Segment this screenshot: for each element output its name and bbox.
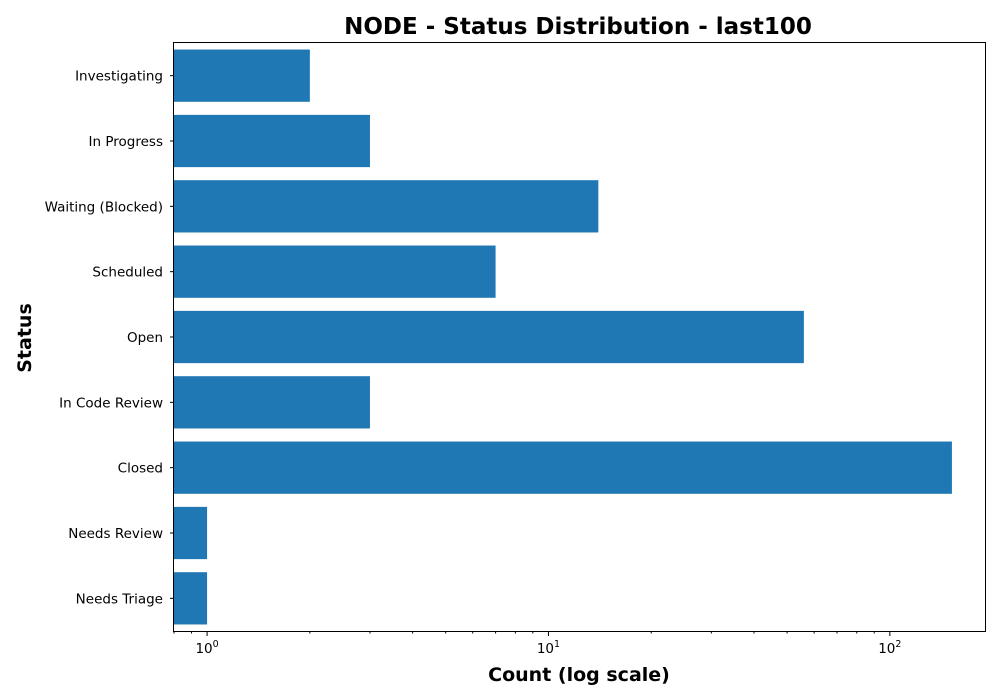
bar-scheduled [174,245,496,298]
bar-needs-review [174,506,208,560]
bar-closed [174,441,952,494]
y-tick-label: Closed [118,461,163,477]
y-tick-label: Scheduled [92,265,163,281]
x-tick-label: 101 [537,639,560,657]
y-tick-label: In Code Review [59,395,163,411]
y-tick-label: Open [127,330,163,346]
y-tick-label: Investigating [75,69,163,85]
y-tick-label: In Progress [89,134,163,150]
bar-in-code-review [174,376,370,429]
x-axis: 100 101 102 [173,631,901,657]
y-axis-label: Status [14,303,36,373]
x-tick-label: 102 [878,639,901,657]
bar-investigating [174,49,310,102]
chart-title: NODE - Status Distribution - last100 [344,14,812,40]
x-axis-label: Count (log scale) [488,664,670,686]
bar-waiting-blocked [174,180,599,233]
y-tick-label: Waiting (Blocked) [45,199,163,215]
x-tick-label: 100 [195,639,218,657]
y-tick-label: Needs Triage [76,591,163,607]
bar-needs-triage [174,572,208,625]
y-axis: Investigating In Progress Waiting (Blocked… [45,69,174,607]
bar-open [174,310,804,364]
bars-group [174,49,952,625]
y-tick-label: Needs Review [68,526,163,542]
bar-in-progress [174,114,370,168]
